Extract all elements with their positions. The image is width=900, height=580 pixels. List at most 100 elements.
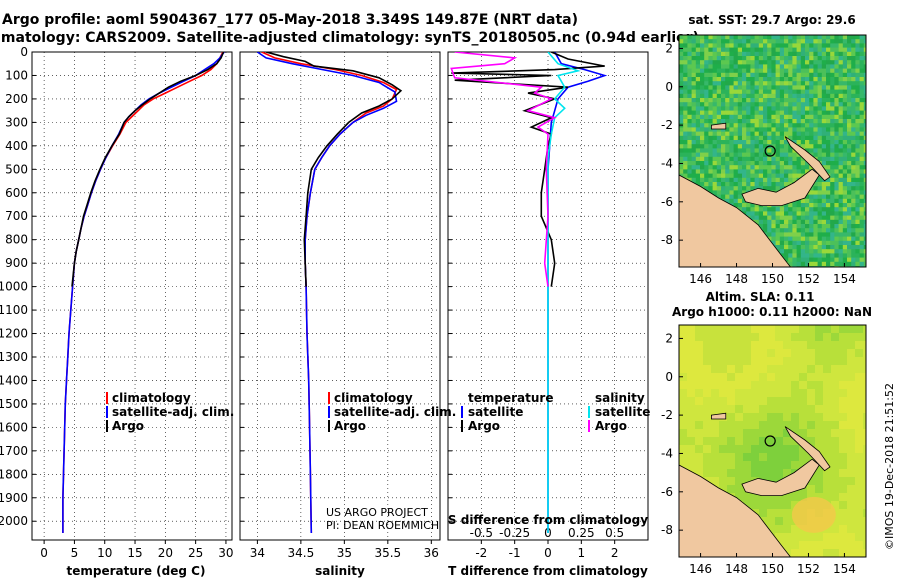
map-cell: [742, 72, 747, 78]
map-cell: [815, 413, 824, 422]
map-cell: [750, 60, 756, 65]
map-cell: [788, 127, 793, 133]
map-cell: [851, 114, 856, 120]
map-cell: [855, 144, 861, 149]
map-cell: [815, 421, 824, 430]
map-cell: [863, 169, 866, 175]
map-cell: [737, 186, 743, 191]
map-cell: [679, 405, 688, 414]
map-cell: [863, 485, 866, 494]
map-cell: [695, 119, 701, 124]
map-cell: [796, 89, 802, 95]
map-cell: [851, 106, 856, 112]
map-cell: [708, 114, 714, 120]
depth-tick-label: 1300: [0, 350, 28, 364]
map-cell: [788, 165, 793, 170]
map-cell: [855, 261, 861, 267]
map-cell: [746, 207, 751, 212]
map-cell: [823, 397, 832, 406]
map-cell: [851, 240, 856, 246]
map-cell: [683, 127, 688, 133]
map-cell: [851, 186, 856, 191]
map-cell: [759, 373, 768, 382]
map-cell: [767, 397, 776, 406]
map-cell: [847, 429, 856, 438]
map-cell: [784, 232, 789, 238]
map-cell: [695, 68, 701, 74]
map-cell: [733, 43, 739, 49]
map-cell: [708, 39, 714, 44]
map-cell: [834, 190, 840, 196]
map-cell: [750, 102, 756, 107]
series-line-satellite-adj-clim-: [62, 52, 225, 533]
map-cell: [695, 93, 701, 99]
map-cell: [823, 421, 832, 430]
map-cell: [838, 228, 844, 233]
x2-tick-label: 0.25: [568, 526, 595, 540]
map-cell: [725, 93, 730, 99]
map-cell: [792, 135, 798, 141]
map-cell: [708, 64, 714, 70]
map-cell: [729, 64, 735, 70]
map-cell: [783, 509, 792, 518]
x-tick-label: -1: [509, 546, 521, 560]
map-y-tick-label: 2: [665, 331, 673, 345]
diff-legend-sal-title: salinity: [595, 391, 645, 405]
map-cell: [687, 72, 693, 78]
map-cell: [758, 123, 764, 128]
map-cell: [834, 119, 840, 124]
map-cell: [842, 110, 848, 116]
map-cell: [775, 144, 781, 149]
map-cell: [716, 194, 722, 200]
map-cell: [775, 245, 781, 250]
map-cell: [842, 43, 848, 49]
map-cell: [823, 325, 832, 334]
map-cell: [855, 413, 864, 422]
map-cell: [847, 98, 852, 103]
map-cell: [823, 413, 832, 422]
map-cell: [831, 549, 840, 557]
map-cell: [725, 144, 730, 149]
map-cell: [788, 177, 793, 183]
map-cell: [754, 39, 760, 44]
map-cell: [704, 51, 709, 57]
map-cell: [767, 333, 776, 342]
map-cell: [775, 173, 781, 179]
map-cell: [719, 357, 728, 366]
map-cell: [817, 228, 823, 233]
map-cell: [855, 68, 861, 74]
map-cell: [859, 186, 865, 191]
map-cell: [855, 85, 861, 91]
map-cell: [842, 39, 848, 44]
map-cell: [687, 110, 693, 116]
map-cell: [763, 93, 768, 99]
map-cell: [716, 173, 722, 179]
map-cell: [750, 110, 756, 116]
map-cell: [842, 81, 848, 86]
map-cell: [799, 453, 808, 462]
map-cell: [842, 173, 848, 179]
map-cell: [834, 232, 840, 238]
map-cell: [733, 89, 739, 95]
map-cell: [775, 135, 781, 141]
map-cell: [855, 169, 861, 175]
map-cell: [704, 102, 709, 107]
map-cell: [716, 131, 722, 137]
map-cell: [799, 397, 808, 406]
map-cell: [834, 261, 840, 267]
map-cell: [838, 131, 844, 137]
map-cell: [783, 437, 792, 446]
map-cell: [815, 549, 824, 557]
map-cell: [711, 453, 720, 462]
map-cell: [750, 81, 756, 86]
map-cell: [783, 453, 792, 462]
map-cell: [719, 333, 728, 342]
map-cell: [817, 148, 823, 154]
map-cell: [679, 365, 688, 374]
map-cell: [788, 81, 793, 86]
map-cell: [679, 429, 688, 438]
map-cell: [729, 93, 735, 99]
map-cell: [763, 186, 768, 191]
map-cell: [751, 397, 760, 406]
map-cell: [767, 152, 772, 158]
